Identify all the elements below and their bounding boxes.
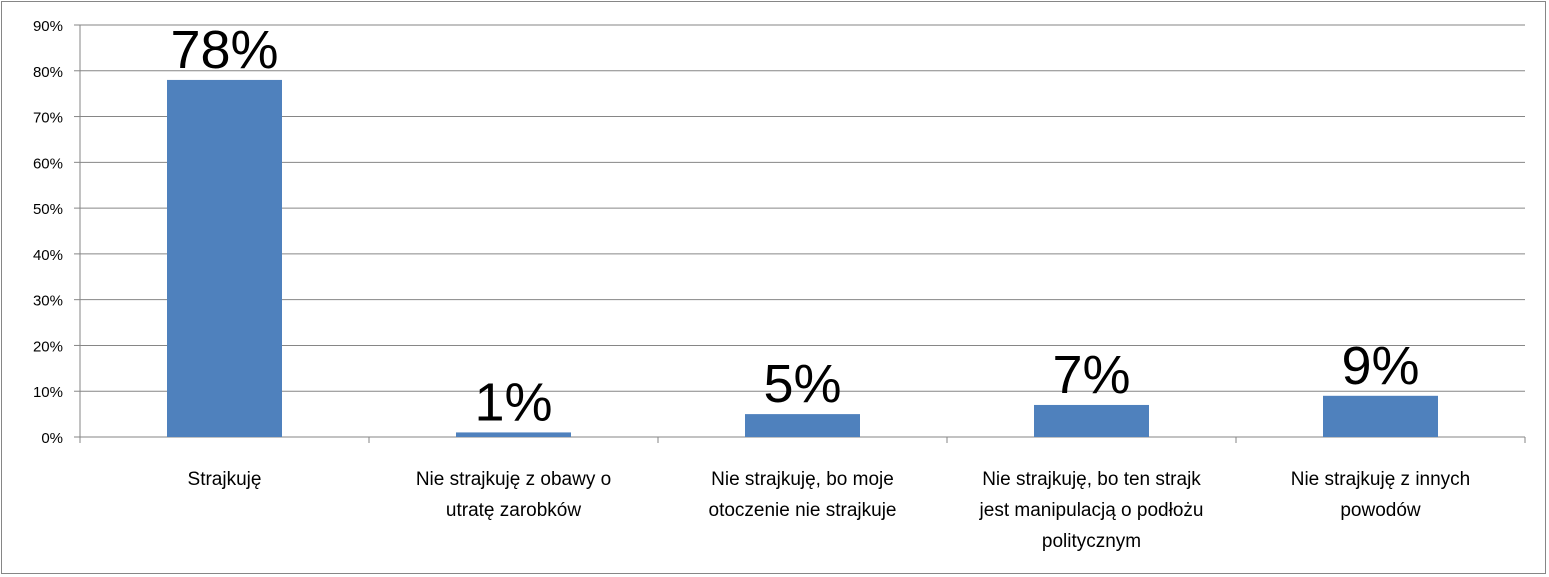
x-tick-label: powodów — [1340, 500, 1421, 521]
bar — [456, 432, 571, 437]
bar — [167, 79, 282, 437]
y-tick-label: 10% — [33, 384, 63, 401]
y-tick-label: 0% — [41, 430, 63, 447]
x-tick-label: Nie strajkuję, bo moje — [711, 469, 894, 490]
bar — [1034, 404, 1149, 437]
y-tick-label: 20% — [33, 338, 63, 355]
x-tick-label: politycznym — [1042, 531, 1141, 552]
y-tick-label: 70% — [33, 110, 63, 127]
y-tick-label: 50% — [33, 201, 63, 218]
x-tick-label: jest manipulacją o podłożu — [979, 500, 1204, 521]
data-label: 1% — [474, 372, 552, 432]
x-tick-label: Nie strajkuję, bo ten strajk — [982, 469, 1201, 490]
bar — [1323, 395, 1438, 437]
data-label: 78% — [170, 20, 278, 80]
data-label: 7% — [1052, 345, 1130, 405]
data-label: 9% — [1341, 336, 1419, 396]
y-tick-label: 30% — [33, 293, 63, 310]
x-tick-label: otoczenie nie strajkuje — [709, 500, 897, 521]
y-tick-label: 60% — [33, 155, 63, 172]
y-tick-label: 80% — [33, 64, 63, 81]
x-tick-label: utratę zarobków — [446, 500, 581, 521]
x-tick-label: Nie strajkuję z innych — [1291, 469, 1471, 490]
y-tick-label: 90% — [33, 18, 63, 35]
data-label: 5% — [763, 354, 841, 414]
x-tick-label: Nie strajkuję z obawy o — [416, 469, 611, 490]
y-tick-label: 40% — [33, 247, 63, 264]
bar — [745, 414, 860, 437]
x-tick-label: Strajkuję — [188, 469, 262, 490]
